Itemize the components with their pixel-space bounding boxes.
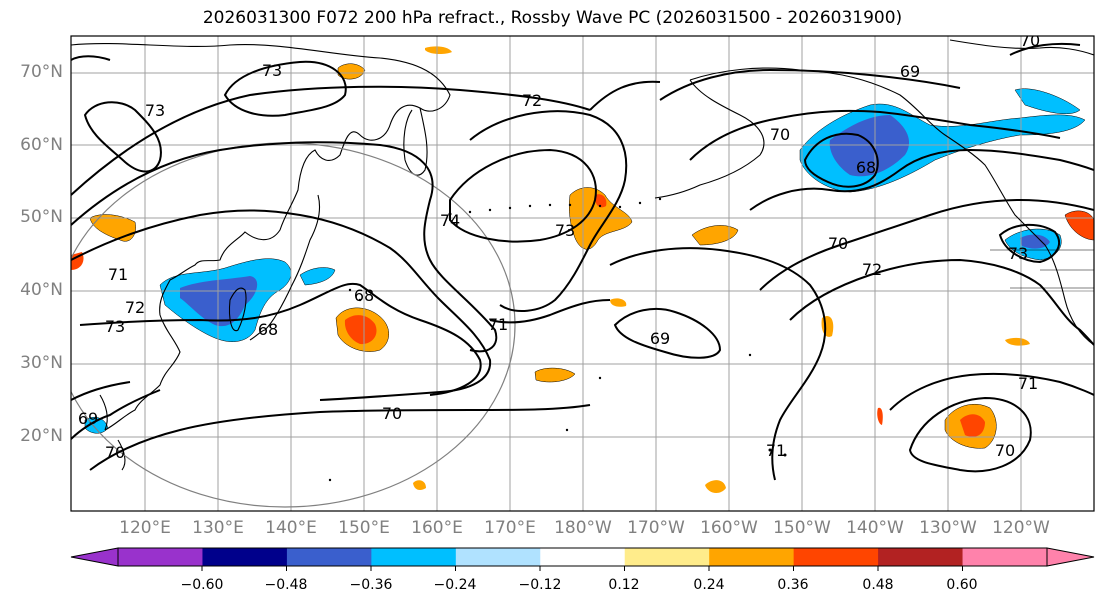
contour-label: 73 [262,61,282,80]
contour-label: 70 [828,234,848,253]
pos-area-central-pacific-core [344,315,377,345]
pos-area-south3 [1005,337,1030,346]
pos-area-small4 [877,407,883,425]
lon-label: 120°W [992,518,1050,538]
coast-asia [71,43,451,431]
chart-title: 2026031300 F072 200 hPa refract., Rossby… [202,8,903,28]
contour-label: 71 [1018,374,1038,393]
contour-label: 70 [995,441,1015,460]
lon-label: 140°W [846,518,904,538]
coast-arctic [949,39,1094,56]
contour-label: 73 [1008,244,1028,263]
contour-lines [71,42,1094,481]
contour-label: 73 [145,101,165,120]
lat-label: 70°N [20,62,63,82]
lat-label: 20°N [20,426,63,446]
neg-area-alaska-core [829,115,910,177]
lon-label: 130°W [919,518,977,538]
lon-label: 170°W [627,518,685,538]
pos-area-aleutian [691,225,739,246]
colorbar-tick-label: −0.48 [264,577,308,593]
lon-label: 170°E [484,518,536,538]
colorbar-tick-label: −0.24 [433,577,477,593]
contour-label: 70 [1020,31,1040,50]
pos-area-south1 [534,367,576,383]
neg-area-pacnw-core [1020,234,1050,249]
lat-label: 50°N [20,207,63,227]
map-frame [70,35,1095,512]
contour-label: 72 [862,260,882,279]
lon-label: 130°E [192,518,244,538]
contour-label: 70 [105,443,125,462]
colorbar-tick-label: −0.60 [180,577,224,593]
contour-label: 69 [650,329,670,348]
lon-label: 150°E [338,518,390,538]
lat-label: 40°N [20,280,63,300]
coast-borders [990,249,1094,289]
contour-label: 69 [900,62,920,81]
pos-area-north2 [425,46,452,55]
lon-label: 160°E [411,518,463,538]
neg-area-alaska-east [1014,88,1081,115]
contour-label: 70 [382,404,402,423]
pos-area-hawaii-ne-core [960,414,985,437]
contour-label: 68 [856,158,876,177]
contour-label: 73 [555,221,575,240]
colorbar-tick-label: 0.48 [862,577,894,593]
contour-label: 72 [522,91,542,110]
coastlines [71,39,1094,471]
neg-area-kuril [299,267,336,286]
lon-label: 150°W [773,518,831,538]
colorbar-tick-label: −0.12 [518,577,562,593]
contour-label: 68 [258,320,278,339]
colorbar-tick-label: 0.60 [946,577,978,593]
pos-area-south2 [705,480,726,494]
colorbar-tick-label: 0.24 [693,577,725,593]
contour-label: 69 [78,409,98,428]
contour-label: 70 [770,125,790,144]
lat-label: 60°N [20,135,63,155]
contour-label: 71 [766,441,786,460]
lat-label: 30°N [20,353,63,373]
contour-label: 72 [125,298,145,317]
coast-korea [228,287,247,332]
pos-area-west-edge [89,214,136,242]
pos-area-west2 [71,252,84,270]
pos-area-dateline-core [594,194,607,208]
contour-label: 74 [440,211,460,230]
colorbar-tick-label: −0.36 [349,577,393,593]
contour-label: 73 [105,317,125,336]
pos-area-mid [610,298,627,307]
contour-labels: 73 73 72 74 73 71 68 71 72 73 70 70 69 6… [78,31,1040,462]
lon-label: 120°E [119,518,171,538]
contour-label: 68 [354,286,374,305]
lon-label: 180°W [554,518,612,538]
lon-label: 160°W [700,518,758,538]
shaded-areas [71,46,1094,494]
pos-area-small3 [413,480,426,491]
lon-label: 140°E [265,518,317,538]
colorbar-tick-label: 0.12 [608,577,640,593]
colorbar-tick-label: 0.36 [777,577,809,593]
contour-label: 71 [108,265,128,284]
coast-alaska-penin [654,79,765,199]
contour-label: 71 [488,315,508,334]
coast-japan [249,194,321,341]
